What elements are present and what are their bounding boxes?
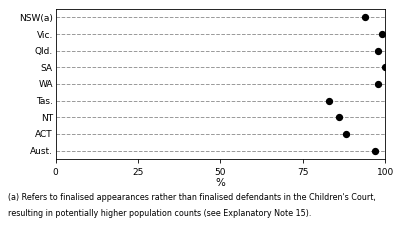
Text: (a) Refers to finalised appearances rather than finalised defendants in the Chil: (a) Refers to finalised appearances rath… xyxy=(8,193,376,202)
Point xyxy=(362,16,368,19)
Point xyxy=(375,82,382,86)
Text: resulting in potentially higher population counts (see Explanatory Note 15).: resulting in potentially higher populati… xyxy=(8,209,311,218)
Point xyxy=(336,116,342,119)
Point xyxy=(342,132,349,136)
Point xyxy=(326,99,332,102)
Point xyxy=(379,32,385,36)
Point xyxy=(382,66,388,69)
Point xyxy=(375,49,382,52)
Point xyxy=(372,149,378,152)
X-axis label: %: % xyxy=(216,178,225,188)
